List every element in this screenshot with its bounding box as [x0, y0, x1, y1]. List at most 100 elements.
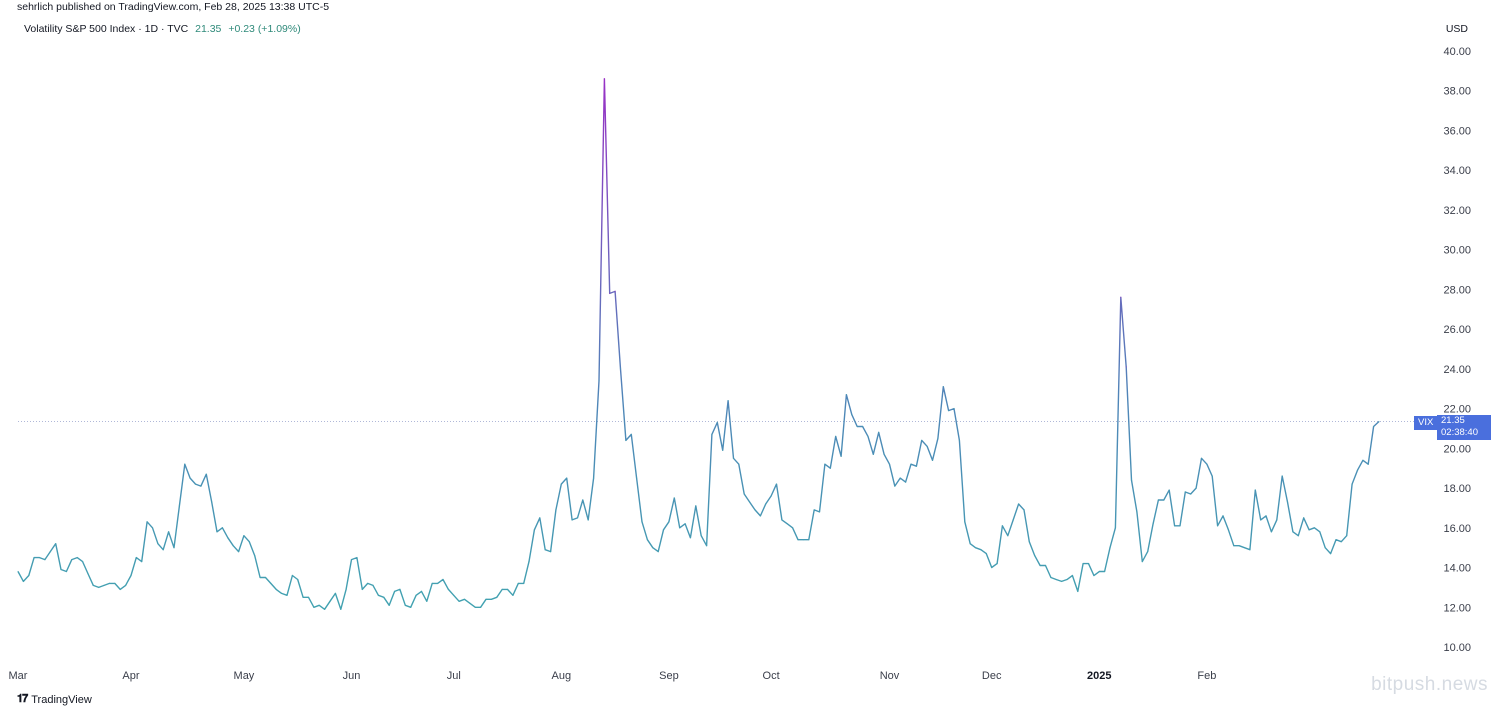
data-point — [291, 574, 293, 577]
data-point — [969, 543, 971, 545]
data-point — [1120, 296, 1122, 298]
data-point — [673, 497, 675, 499]
data-point — [318, 604, 320, 606]
data-point — [135, 557, 137, 559]
data-point — [44, 559, 46, 561]
data-point — [980, 549, 982, 551]
data-point — [501, 588, 503, 591]
data-point — [334, 592, 336, 595]
data-point — [1227, 529, 1229, 531]
data-point — [350, 559, 353, 561]
y-tick-label: 14.00 — [1443, 563, 1471, 575]
watermark: bitpush.news — [1371, 674, 1488, 695]
data-point — [985, 553, 987, 555]
data-point — [410, 606, 412, 608]
data-point — [636, 477, 638, 479]
y-tick-label: 10.00 — [1443, 642, 1471, 654]
data-point — [1093, 574, 1095, 577]
data-point — [1077, 590, 1079, 593]
data-point — [905, 481, 907, 483]
data-point — [1071, 574, 1073, 577]
data-point — [307, 596, 310, 598]
data-point — [22, 580, 24, 583]
data-point — [431, 582, 433, 585]
data-point — [1254, 489, 1256, 491]
data-point — [458, 600, 460, 602]
data-point — [211, 501, 213, 503]
data-point — [377, 594, 379, 596]
data-point — [367, 582, 369, 585]
data-point — [722, 449, 724, 451]
x-tick-label: Apr — [122, 670, 139, 682]
data-point — [894, 485, 896, 487]
data-point — [264, 576, 267, 579]
data-point — [523, 582, 525, 585]
data-point — [248, 541, 250, 543]
data-point — [1222, 515, 1224, 517]
data-point — [862, 425, 864, 428]
data-point — [194, 483, 197, 485]
data-point — [711, 433, 713, 435]
data-point — [227, 537, 229, 539]
data-point — [1082, 563, 1084, 565]
data-point — [1260, 519, 1262, 521]
y-tick-label: 40.00 — [1443, 46, 1471, 58]
data-point — [1324, 547, 1326, 549]
vix-series-line — [17, 78, 1380, 610]
x-tick-label: Dec — [982, 670, 1002, 682]
x-tick-label: Mar — [9, 670, 28, 682]
data-point — [856, 425, 858, 428]
data-point — [695, 505, 697, 507]
data-point — [1028, 541, 1030, 543]
data-point — [281, 592, 283, 595]
data-point — [259, 576, 261, 579]
data-point — [87, 572, 89, 575]
data-point — [1066, 578, 1068, 581]
data-point — [65, 570, 67, 573]
data-point — [1265, 515, 1267, 517]
data-point — [1050, 576, 1052, 579]
data-point — [506, 588, 509, 591]
data-point — [1104, 570, 1106, 573]
data-point — [1114, 527, 1116, 529]
data-point — [603, 78, 606, 80]
data-point — [964, 521, 966, 523]
data-point — [662, 529, 665, 531]
data-point — [786, 523, 788, 525]
data-point — [157, 543, 159, 545]
symbol-legend: Volatility S&P 500 Index · 1D · TVC 21.3… — [24, 23, 301, 35]
data-point — [824, 463, 826, 465]
data-point — [1179, 525, 1181, 527]
y-tick-label: 20.00 — [1443, 443, 1471, 455]
data-point — [910, 463, 912, 465]
data-point — [394, 590, 396, 593]
data-point — [899, 477, 901, 479]
data-point — [329, 600, 331, 602]
data-point — [974, 547, 977, 549]
x-tick-label: Sep — [659, 670, 679, 682]
data-point — [103, 584, 105, 587]
data-point — [996, 563, 998, 565]
data-point — [851, 414, 853, 416]
data-point — [883, 453, 885, 455]
data-point — [1286, 501, 1289, 503]
tradingview-brand[interactable]: 𝟏𝟕 TradingView — [17, 693, 92, 706]
data-point — [679, 527, 681, 529]
data-point — [727, 400, 729, 402]
last-price: 21.35 — [195, 23, 222, 35]
data-point — [818, 511, 821, 513]
data-point — [442, 578, 444, 581]
data-point — [668, 521, 670, 523]
data-point — [915, 465, 918, 467]
data-point — [270, 582, 272, 585]
data-point — [593, 477, 595, 479]
data-point — [835, 435, 837, 437]
y-tick-label: 24.00 — [1443, 364, 1471, 376]
data-point — [447, 588, 449, 591]
data-point — [765, 503, 767, 505]
price-tag-value: 21.35 — [1441, 415, 1465, 426]
data-point — [286, 594, 288, 596]
data-point — [243, 535, 245, 537]
y-tick-label: 28.00 — [1443, 284, 1471, 296]
